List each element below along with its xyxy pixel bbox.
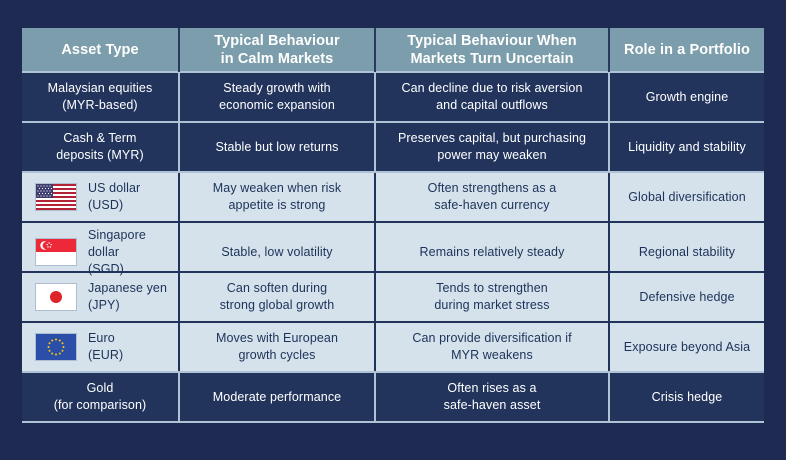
cell-portfolio-role: Defensive hedge	[639, 289, 735, 304]
cell-uncertain-behaviour: Often strengthens as a safe-haven curren…	[376, 173, 610, 221]
cell-portfolio-role: Regional stability	[638, 244, 736, 259]
cell-uncertain-behaviour: Often rises as a safe-haven asset	[376, 373, 610, 421]
cell-calm-behaviour: Stable, low volatility	[180, 223, 376, 282]
cell-asset: Euro (EUR)	[22, 323, 180, 371]
cell-asset: Cash & Term deposits (MYR)	[22, 123, 180, 171]
cell-portfolio-role: Global diversification	[628, 189, 746, 204]
cell-uncertain-behaviour: Preserves capital, but purchasing power …	[376, 123, 610, 171]
cell-asset: US dollar (USD)	[22, 173, 180, 221]
cell-asset: Japanese yen (JPY)	[22, 273, 180, 321]
table-row-gold: Gold (for comparison) Moderate performan…	[22, 373, 764, 423]
cell-calm-behaviour: Can soften during strong global growth	[180, 273, 376, 321]
asset-label: US dollar (USD)	[88, 181, 141, 212]
cell-uncertain-behaviour: Can provide diversification if MYR weake…	[376, 323, 610, 371]
cell-asset: Singapore dollar (SGD)	[22, 223, 180, 282]
asset-label: Japanese yen (JPY)	[88, 281, 168, 312]
japan-flag-icon	[35, 283, 77, 311]
header-portfolio-role: Role in a Portfolio	[624, 42, 750, 59]
cell-calm-behaviour: Stable but low returns	[180, 123, 376, 171]
cell-asset: Gold (for comparison)	[22, 373, 180, 421]
asset-label: Singapore dollar (SGD)	[88, 228, 146, 276]
header-calm-markets: Typical Behaviour in Calm Markets	[180, 28, 376, 73]
singapore-flag-icon	[35, 238, 77, 267]
table-row-malaysian-equities: Malaysian equities (MYR-based) Steady gr…	[22, 73, 764, 123]
cell-portfolio-role: Growth engine	[645, 89, 729, 104]
table-row-us-dollar: US dollar (USD) May weaken when risk app…	[22, 173, 764, 223]
header-uncertain-markets: Typical Behaviour When Markets Turn Unce…	[376, 28, 610, 73]
cell-uncertain-behaviour: Can decline due to risk aversion and cap…	[376, 73, 610, 121]
table-row-cash-deposits: Cash & Term deposits (MYR) Stable but lo…	[22, 123, 764, 173]
eu-flag-icon	[35, 333, 77, 361]
cell-uncertain-behaviour: Tends to strengthen during market stress	[376, 273, 610, 321]
cell-calm-behaviour: Moderate performance	[180, 373, 376, 421]
cell-portfolio-role: Liquidity and stability	[628, 139, 746, 154]
cell-uncertain-behaviour: Remains relatively steady	[376, 223, 610, 282]
cell-calm-behaviour: May weaken when risk appetite is strong	[180, 173, 376, 221]
us-flag-icon	[35, 183, 77, 211]
cell-portfolio-role: Crisis hedge	[651, 389, 723, 404]
header-asset-type: Asset Type	[22, 28, 180, 73]
table-row-singapore-dollar: Singapore dollar (SGD) Stable, low volat…	[22, 223, 764, 282]
asset-behaviour-table: Asset Type Typical Behaviour in Calm Mar…	[22, 28, 764, 423]
table-row-japanese-yen: Japanese yen (JPY) Can soften during str…	[22, 273, 764, 323]
asset-label: Euro (EUR)	[88, 331, 124, 362]
table-header-row: Asset Type Typical Behaviour in Calm Mar…	[22, 28, 764, 73]
cell-calm-behaviour: Moves with European growth cycles	[180, 323, 376, 371]
cell-calm-behaviour: Steady growth with economic expansion	[180, 73, 376, 121]
cell-portfolio-role: Exposure beyond Asia	[623, 339, 751, 354]
table-row-euro: Euro (EUR) Moves with European growth cy…	[22, 323, 764, 373]
cell-asset: Malaysian equities (MYR-based)	[22, 73, 180, 121]
